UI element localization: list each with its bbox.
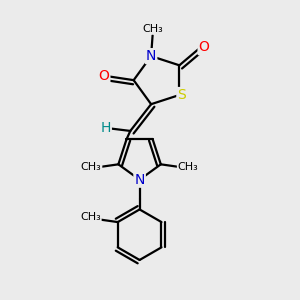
Text: O: O bbox=[199, 40, 209, 54]
Text: H: H bbox=[100, 121, 111, 135]
Text: S: S bbox=[177, 88, 186, 102]
Text: CH₃: CH₃ bbox=[178, 162, 199, 172]
Text: N: N bbox=[146, 49, 156, 63]
Text: O: O bbox=[98, 69, 110, 83]
Text: CH₃: CH₃ bbox=[142, 24, 163, 34]
Text: CH₃: CH₃ bbox=[81, 162, 101, 172]
Text: N: N bbox=[134, 173, 145, 187]
Text: CH₃: CH₃ bbox=[80, 212, 101, 222]
